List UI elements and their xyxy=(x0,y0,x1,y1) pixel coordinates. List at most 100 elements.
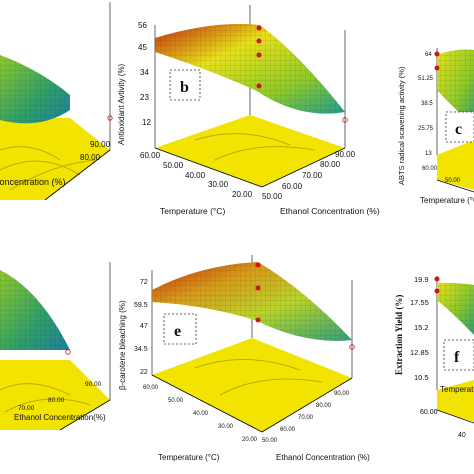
z-axis-label: Extraction Yield (%) xyxy=(394,295,404,375)
x-tick-label: 20.00 xyxy=(242,437,258,443)
design-point-marker xyxy=(434,65,440,71)
z-tick-label: 10.5 xyxy=(414,373,429,382)
floor-contours xyxy=(0,383,91,413)
x-tick-label: 90.00 xyxy=(90,140,111,149)
z-axis-label: Antioxidant Avtivity (%) xyxy=(117,63,126,145)
floor-plane xyxy=(0,118,110,200)
x-tick-label: 40.00 xyxy=(185,171,206,180)
floor-plane xyxy=(437,380,474,422)
x-tick-label: 80.00 xyxy=(48,397,65,404)
design-point-marker xyxy=(255,262,261,268)
axis-line xyxy=(261,377,353,433)
x-tick-label: 60.00 xyxy=(420,409,438,416)
x-axis-label: Ethanol Concentration (%) xyxy=(0,177,66,187)
y-axis-label: Ethanol Concentration (%) xyxy=(276,453,370,462)
panel-label: b xyxy=(180,79,189,96)
x-tick-label: 60.00 xyxy=(140,151,161,160)
panel-label-box xyxy=(445,111,474,143)
panel-label: c xyxy=(455,121,462,138)
x-tick-label: 90.00 xyxy=(85,381,102,388)
design-point-marker xyxy=(256,25,262,31)
design-point-marker xyxy=(256,38,262,44)
x-tick-label: 50.00 xyxy=(163,161,184,170)
floor-contours xyxy=(194,358,323,396)
z-tick-label: 59.5 xyxy=(134,302,148,309)
z-tick-label: 38.5 xyxy=(421,101,433,107)
panel-d: 70.00 80.00 90.00 Ethanol Concentration(… xyxy=(0,262,111,431)
x-tick-label: 80.00 xyxy=(80,153,101,162)
z-tick-label: 13 xyxy=(425,151,432,157)
panel-c: 64 51.25 38.5 25.75 13 ABTS radical scav… xyxy=(397,48,474,205)
z-tick-label: 15.2 xyxy=(414,323,429,332)
x-tick-label: 30.00 xyxy=(218,424,234,430)
z-axis-label: ABTS radical scavening activity (%) xyxy=(397,66,406,185)
design-point-marker xyxy=(255,285,261,291)
x-tick-label: 50.00 xyxy=(168,398,184,404)
z-tick-label: 45 xyxy=(138,43,147,52)
z-tick-label: 25.75 xyxy=(418,126,434,132)
y-tick-label: 80.00 xyxy=(320,160,341,169)
z-tick-label: 12.85 xyxy=(410,348,429,357)
axis-line xyxy=(436,409,474,424)
floor-plane xyxy=(152,338,352,432)
floor-contours xyxy=(194,133,316,161)
axis-line xyxy=(261,147,346,188)
y-axis-label: Ethanol Concentration (%) xyxy=(280,206,380,216)
z-tick-label: 34 xyxy=(140,68,149,77)
z-tick-label: 12 xyxy=(142,118,151,127)
z-tick-label: 51.25 xyxy=(418,76,434,82)
z-axis-label: β-carotene bleaching (%) xyxy=(118,300,127,390)
design-point-marker xyxy=(342,117,348,123)
x-tick-label: 40.00 xyxy=(193,411,209,417)
x-axis-label: Ethanol Concentration(%) xyxy=(14,413,106,422)
floor-plane xyxy=(437,140,474,190)
y-tick-label: 80.00 xyxy=(316,403,332,409)
x-axis-label: Temperature xyxy=(440,385,474,394)
x-tick-label: 70.00 xyxy=(18,405,35,412)
design-point-marker xyxy=(434,276,440,282)
x-tick-label: 30.00 xyxy=(208,180,229,189)
design-point-marker xyxy=(65,349,71,355)
y-tick-label: 70.00 xyxy=(298,415,314,421)
y-tick-label: 90.00 xyxy=(334,391,350,397)
x-axis-label: Temperature (°C) xyxy=(160,206,225,216)
axis-line xyxy=(44,149,111,201)
y-tick-label: 50.00 xyxy=(262,438,278,444)
design-point-marker xyxy=(349,344,355,350)
y-tick-label: 60.00 xyxy=(282,182,303,191)
x-tick-label: 50.00 xyxy=(445,178,461,184)
design-point-marker xyxy=(434,288,440,294)
floor-plane xyxy=(155,115,345,187)
design-point-marker xyxy=(256,52,262,58)
panel-b: 56 45 34 23 12 Antioxidant Avtivity (%) … xyxy=(117,5,380,216)
y-tick-label: 50.00 xyxy=(262,192,283,201)
y-tick-label: 70.00 xyxy=(302,171,323,180)
z-tick-label: 22 xyxy=(140,369,148,376)
z-tick-label: 72 xyxy=(140,279,148,286)
y-tick-label: 60.00 xyxy=(280,427,296,433)
design-point-marker xyxy=(255,317,261,323)
design-point-marker xyxy=(434,51,440,57)
panel-label-box xyxy=(163,313,197,345)
panel-label-box xyxy=(443,339,474,371)
design-point-marker xyxy=(107,115,113,121)
panel-label: f xyxy=(454,349,460,366)
panel-f: 19.9 17.55 15.2 12.85 10.5 Extraction Yi… xyxy=(394,275,474,439)
z-tick-label: 23 xyxy=(140,93,149,102)
x-tick-label: 60.00 xyxy=(143,385,159,391)
z-tick-label: 64 xyxy=(425,52,432,58)
z-tick-label: 47 xyxy=(140,323,148,330)
panel-e: 72 59.5 47 34.5 22 β-carotene bleaching … xyxy=(118,255,370,462)
floor-plane xyxy=(0,360,110,430)
panel-label: e xyxy=(174,323,181,340)
panel-label-box xyxy=(169,69,201,101)
axis-line xyxy=(59,399,111,431)
design-point-marker xyxy=(256,83,262,89)
x-tick-label: 60.00 xyxy=(422,166,438,172)
x-axis-label: Temperature (°C) xyxy=(158,453,220,462)
z-tick-label: 17.55 xyxy=(410,298,429,307)
axis-line xyxy=(436,179,474,193)
y-tick-label: 90.00 xyxy=(335,150,356,159)
z-tick-label: 34.5 xyxy=(134,346,148,353)
